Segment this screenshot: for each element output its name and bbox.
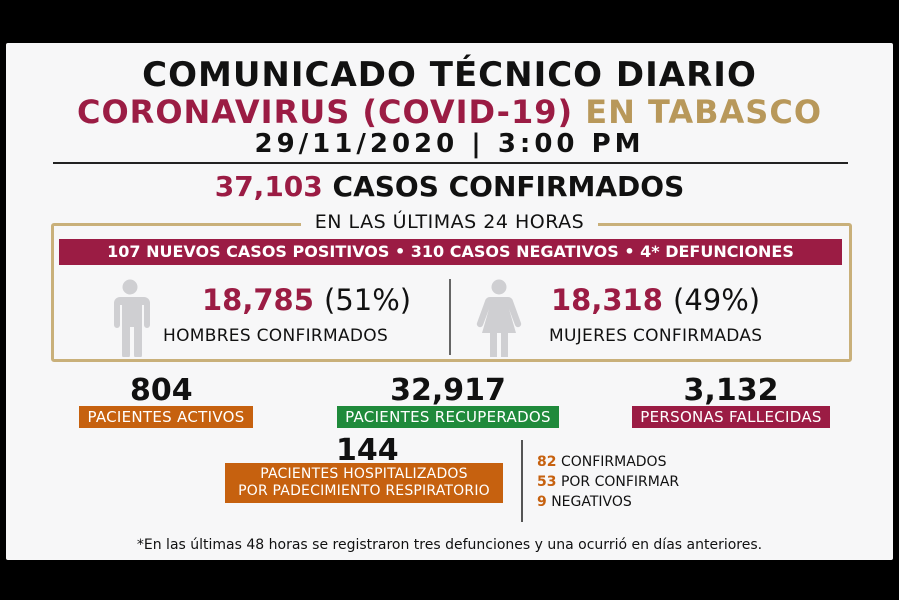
gender-divider (449, 279, 451, 355)
breakdown-label: CONFIRMADOS (560, 454, 667, 470)
datetime-separator: | (471, 129, 485, 159)
deceased-label: PERSONAS FALLECIDAS (632, 406, 830, 428)
confirmed-number: 37,103 (214, 170, 323, 203)
report-time: 3:00 PM (497, 129, 645, 159)
infographic-card: COMUNICADO TÉCNICO DIARIO CORONAVIRUS (C… (6, 43, 893, 560)
men-count: 18,785 (51%) (202, 283, 411, 317)
list-item: 9 NEGATIVOS (537, 492, 679, 512)
active-label: PACIENTES ACTIVOS (79, 406, 253, 428)
subtitle-virus: CORONAVIRUS (COVID-19) (76, 93, 574, 131)
hospitalized-number: 144 (336, 433, 399, 468)
hospitalized-breakdown: 82 CONFIRMADOS 53 POR CONFIRMAR 9 NEGATI… (537, 452, 679, 512)
list-item: 82 CONFIRMADOS (537, 452, 679, 472)
deceased-number: 3,132 (683, 373, 779, 408)
hospitalized-divider (521, 440, 523, 522)
recovered-number: 32,917 (390, 373, 506, 408)
recovered-label: PACIENTES RECUPERADOS (337, 406, 559, 428)
men-number: 18,785 (202, 283, 314, 317)
active-number: 804 (130, 373, 193, 408)
last24-heading: EN LAS ÚLTIMAS 24 HORAS (300, 211, 599, 233)
last24-banner: 107 NUEVOS CASOS POSITIVOS • 310 CASOS N… (59, 239, 842, 265)
page-title: COMUNICADO TÉCNICO DIARIO (142, 55, 757, 95)
subtitle-region: EN TABASCO (585, 93, 823, 131)
women-number: 18,318 (551, 283, 663, 317)
confirmed-label: CASOS CONFIRMADOS (332, 170, 685, 203)
last24-heading-wrap: EN LAS ÚLTIMAS 24 HORAS (6, 211, 893, 233)
breakdown-count: 9 (537, 494, 547, 510)
men-percent: (51%) (324, 283, 412, 317)
hospitalized-label-line2: POR PADECIMIENTO RESPIRATORIO (238, 483, 490, 499)
header-divider (53, 162, 848, 164)
recovered-stat: 32,917 PACIENTES RECUPERADOS (317, 376, 579, 428)
report-date: 29/11/2020 (254, 129, 459, 159)
women-label: MUJERES CONFIRMADAS (549, 326, 763, 346)
women-percent: (49%) (673, 283, 761, 317)
footnote: *En las últimas 48 horas se registraron … (136, 537, 763, 553)
hospitalized-label: PACIENTES HOSPITALIZADOS POR PADECIMIENT… (225, 463, 503, 503)
breakdown-label: POR CONFIRMAR (560, 474, 680, 490)
women-count: 18,318 (49%) (551, 283, 760, 317)
breakdown-label: NEGATIVOS (551, 494, 632, 510)
confirmed-total: 37,103 CASOS CONFIRMADOS (6, 170, 893, 203)
hospitalized-label-line1: PACIENTES HOSPITALIZADOS (260, 466, 468, 482)
list-item: 53 POR CONFIRMAR (537, 472, 679, 492)
active-stat: 804 PACIENTES ACTIVOS (64, 376, 268, 428)
breakdown-count: 82 (537, 454, 557, 470)
report-datetime: 29/11/2020 | 3:00 PM (6, 129, 893, 159)
male-person-icon (106, 279, 154, 357)
subtitle: CORONAVIRUS (COVID-19) EN TABASCO (6, 93, 893, 131)
deceased-stat: 3,132 PERSONAS FALLECIDAS (618, 376, 844, 428)
men-label: HOMBRES CONFIRMADOS (163, 326, 389, 346)
female-person-icon (474, 279, 524, 357)
breakdown-count: 53 (537, 474, 557, 490)
